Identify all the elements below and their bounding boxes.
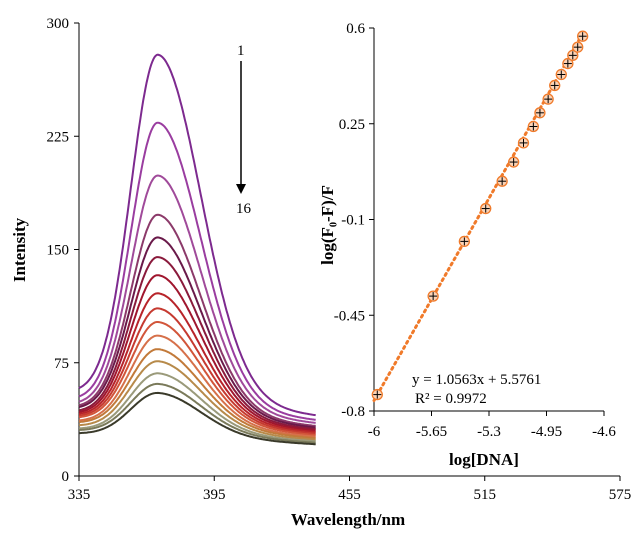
main-y-axis-title: Intensity [10, 217, 29, 282]
emission-curve [78, 307, 316, 435]
main-y-tick-label: 0 [62, 469, 70, 485]
emission-curve [78, 360, 316, 441]
inset-y-tick-label: 0.6 [346, 21, 365, 37]
emission-curve [78, 372, 316, 443]
inset-y-ticks: -0.8 -0.45 -0.1 0.25 0.6 [334, 21, 374, 420]
inset-y-tick-label: 0.25 [339, 117, 365, 133]
inset-x-ticks: -6 -5.65 -5.3 -4.95 -4.6 [368, 411, 616, 440]
regression-equation: y = 1.0563x + 5.5761 [412, 372, 541, 388]
main-y-tick-label: 225 [47, 129, 70, 145]
inset-y-axis-title: log(F₀-F)/F [318, 185, 337, 265]
main-x-tick-label: 515 [474, 487, 497, 503]
inset-points [371, 30, 589, 401]
main-y-tick-label: 300 [47, 16, 70, 32]
emission-curve [78, 348, 316, 440]
emission-curve [78, 174, 316, 424]
emission-curve [78, 213, 316, 427]
main-x-axis-title: Wavelength/nm [291, 510, 405, 529]
emission-curve [78, 121, 316, 421]
inset-y-tick-label: -0.8 [341, 404, 365, 420]
emission-curve [78, 236, 316, 429]
emission-curve [78, 256, 316, 430]
main-y-tick-label: 75 [54, 356, 69, 372]
inset-y-tick-label: -0.45 [334, 308, 365, 324]
emission-curve [79, 391, 316, 446]
inset-x-tick-label: -4.6 [592, 424, 616, 440]
emission-curves [78, 53, 316, 446]
inset-background [318, 28, 614, 413]
arrow-head [236, 184, 246, 194]
main-x-ticks: 335 395 455 515 575 [68, 476, 632, 503]
inset-x-tick-label: -4.95 [531, 424, 562, 440]
emission-curve [78, 321, 316, 437]
main-x-tick-label: 395 [203, 487, 226, 503]
inset-trendline [372, 32, 585, 403]
emission-curve [78, 334, 316, 438]
main-x-tick-label: 575 [609, 487, 632, 503]
inset-x-tick-label: -5.3 [477, 424, 501, 440]
main-x-tick-label: 455 [338, 487, 361, 503]
inset-x-axis-title: log[DNA] [449, 450, 519, 469]
inset-x-tick-label: -5.65 [416, 424, 447, 440]
inset-x-tick-label: -6 [368, 424, 381, 440]
emission-curve [78, 292, 316, 434]
main-x-tick-label: 335 [68, 487, 91, 503]
trendline-segment [372, 32, 585, 403]
emission-curve [78, 274, 316, 432]
emission-curve [78, 53, 316, 417]
curve-label-last: 16 [236, 201, 252, 217]
main-y-tick-label: 150 [47, 243, 70, 259]
curve-label-first: 1 [237, 43, 245, 59]
main-y-ticks: 0 75 150 225 300 [47, 16, 79, 485]
inset-y-tick-label: -0.1 [341, 213, 365, 229]
regression-r-squared: R² = 0.9972 [415, 391, 487, 407]
emission-curve [78, 382, 316, 444]
quench-arrow [236, 61, 246, 194]
